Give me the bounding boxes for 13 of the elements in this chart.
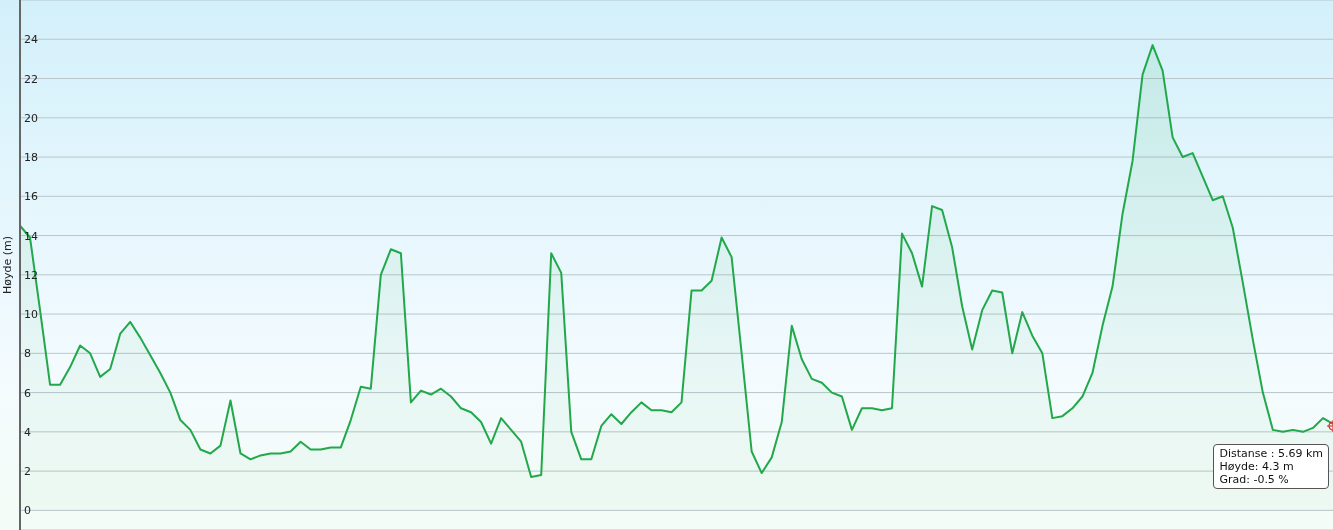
- y-tick-label: 6: [24, 386, 31, 400]
- y-axis-title: Høyde (m): [0, 235, 14, 295]
- y-tick-label: 2: [24, 465, 31, 479]
- y-tick-label: 20: [24, 111, 38, 125]
- y-tick-label: 10: [24, 308, 38, 322]
- y-tick-label: 24: [24, 33, 38, 47]
- y-tick-label: 8: [24, 347, 31, 361]
- y-tick-label: 4: [24, 425, 31, 439]
- y-tick-label: 16: [24, 190, 38, 204]
- y-tick-label: 22: [24, 72, 38, 86]
- y-tick-label: 0: [24, 504, 31, 518]
- annotation: Distanse : 5.69 km Høyde: 4.3 m Grad: -0.5 %: [1219, 446, 1323, 486]
- y-tick-label: 18: [24, 151, 38, 165]
